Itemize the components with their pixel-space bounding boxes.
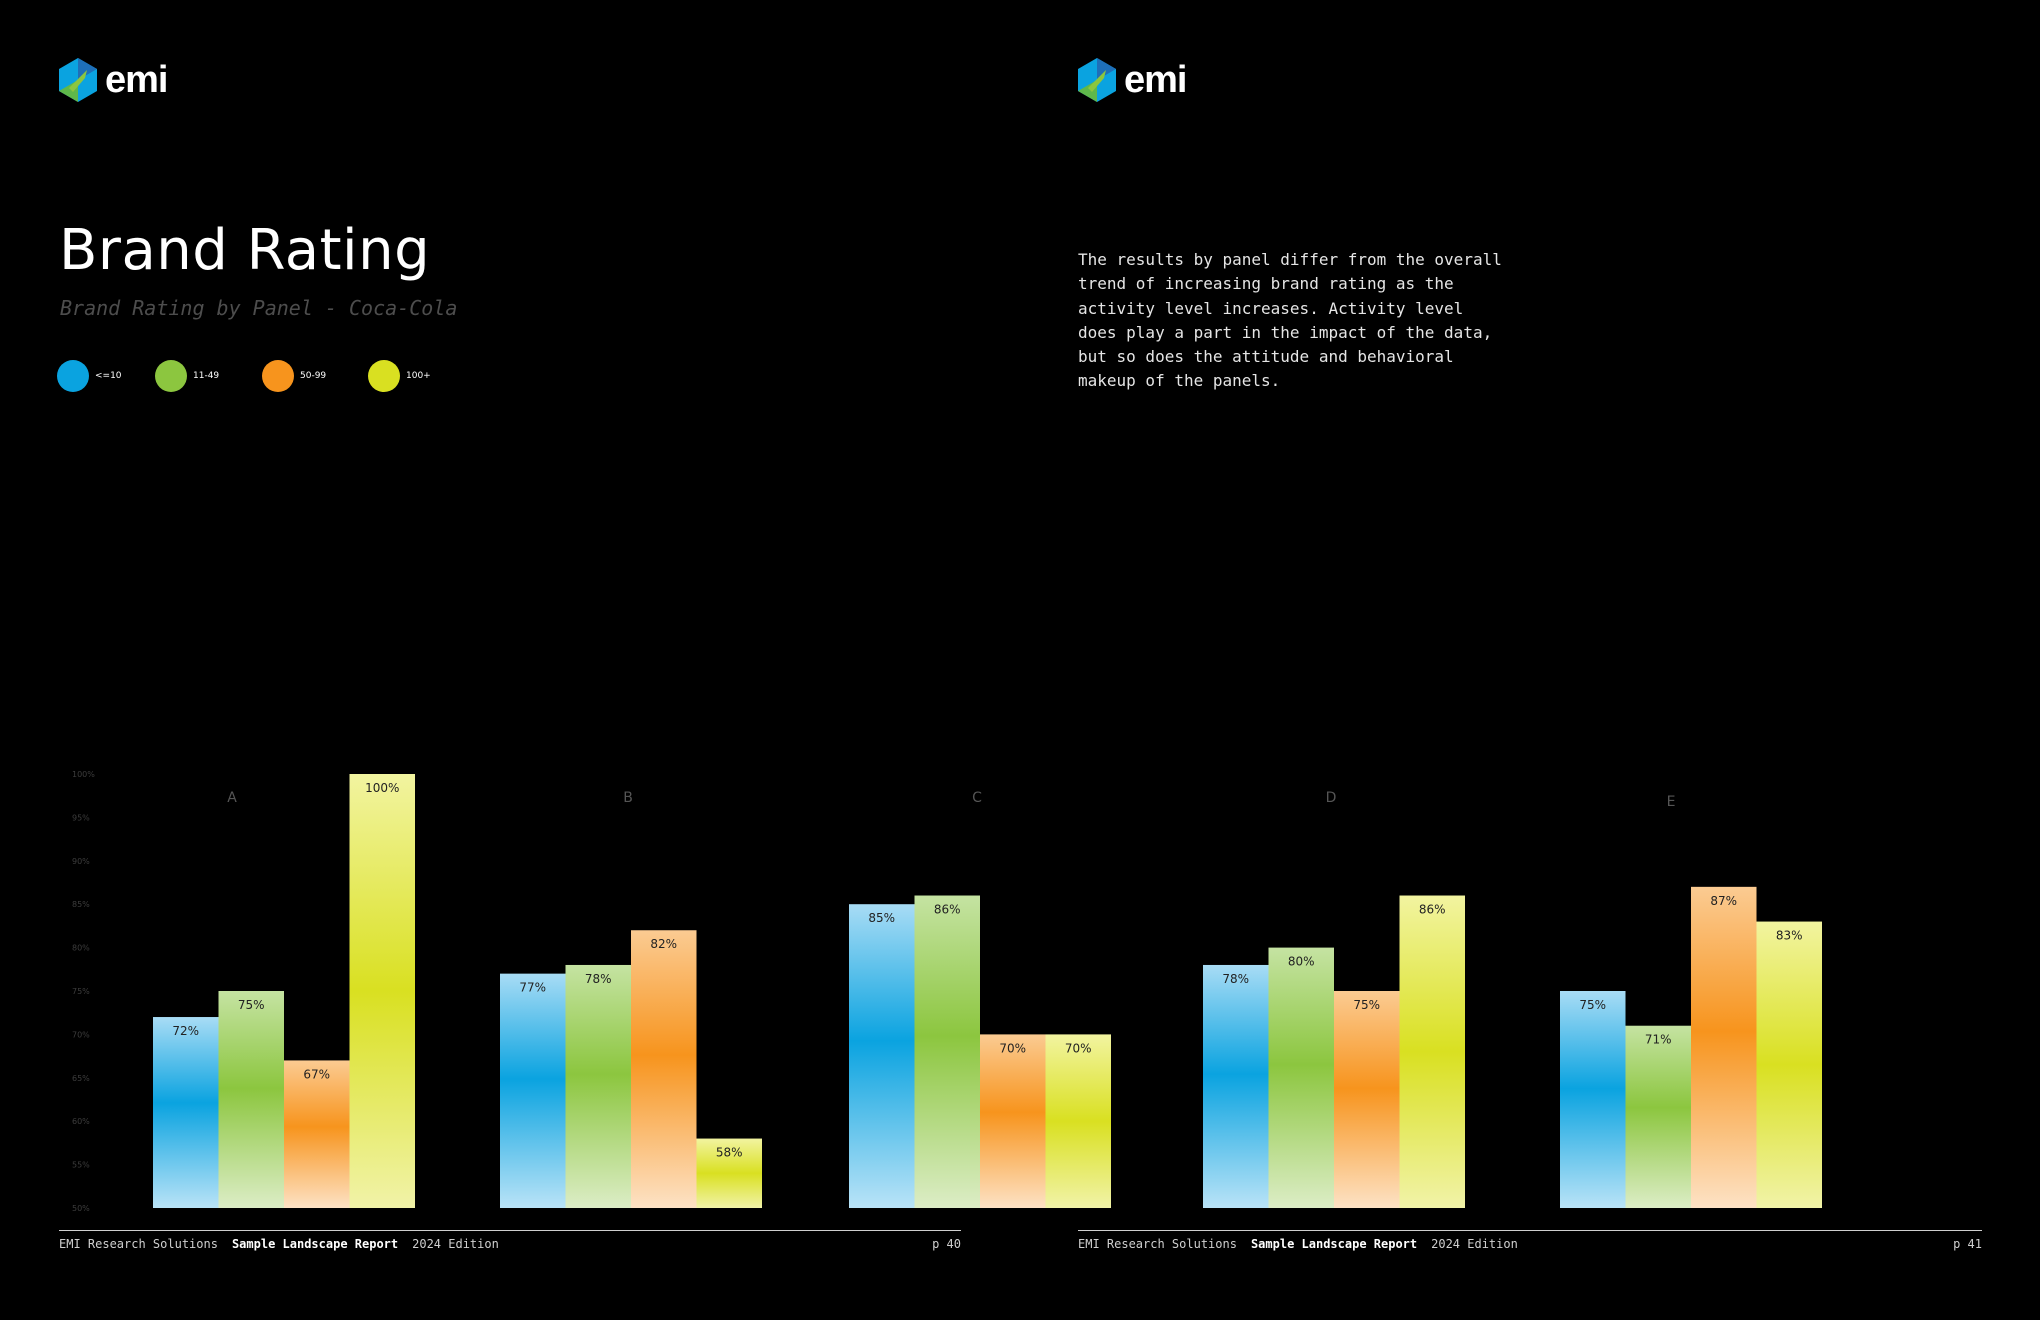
logo-text: emi: [105, 58, 168, 101]
bar-value-label: 86%: [1419, 903, 1446, 917]
bars: [153, 774, 1822, 1208]
bar-value-label: 86%: [934, 903, 961, 917]
footer-right: EMI Research Solutions Sample Landscape R…: [1078, 1237, 1518, 1251]
bar: [1203, 964, 1269, 1208]
bar-value-label: 58%: [716, 1146, 743, 1160]
chart-legend: <=10 11-49 50-99 100+: [57, 360, 477, 392]
footer-report: Sample Landscape Report: [1250, 1237, 1418, 1251]
bar: [284, 1060, 350, 1208]
bar: [1399, 895, 1465, 1208]
category-label: D: [1326, 790, 1337, 806]
bar: [1560, 991, 1626, 1208]
bar: [349, 774, 415, 1208]
page-subtitle: Brand Rating by Panel - Coca-Cola: [60, 296, 458, 320]
legend-label: <=10: [95, 371, 122, 381]
category-labels: A B C D E: [227, 790, 1675, 810]
legend-swatch: [262, 360, 294, 392]
description-text: The results by panel differ from the ove…: [1078, 250, 1502, 391]
category-label: B: [623, 790, 633, 806]
bar: [1268, 947, 1334, 1208]
bar: [849, 904, 915, 1208]
bar: [696, 1138, 762, 1208]
bar-value-label: 78%: [1222, 972, 1249, 986]
y-tick-label: 55%: [72, 1161, 90, 1170]
page-title: Brand Rating: [59, 218, 431, 283]
footer-divider: [59, 1230, 961, 1231]
footer-left: EMI Research Solutions Sample Landscape R…: [59, 1237, 499, 1251]
bar: [914, 895, 980, 1208]
bar: [631, 930, 697, 1208]
bar-value-labels: 72% 75% 67% 100% 77% 78% 82% 58% 85% 86% 70% 70% 78%…: [172, 781, 1802, 1160]
y-axis: 50% 55% 60% 65% 70% 75% 80% 85% 90% 95% 100%: [72, 770, 95, 1213]
bar-value-label: 71%: [1645, 1033, 1672, 1047]
y-tick-label: 90%: [72, 857, 90, 866]
legend-label: 100+: [406, 371, 431, 381]
y-tick-label: 65%: [72, 1074, 90, 1083]
bar-value-label: 100%: [365, 781, 399, 795]
bar-value-label: 75%: [1579, 998, 1606, 1012]
emi-logo-icon: [59, 58, 97, 102]
footer-company: EMI Research Solutions: [1078, 1237, 1237, 1251]
brand-logo-left: emi: [59, 58, 168, 102]
bar-value-label: 75%: [238, 998, 265, 1012]
bar-value-label: 67%: [303, 1067, 330, 1081]
bar: [1756, 921, 1822, 1208]
legend-item: 50-99: [262, 360, 326, 392]
bar-value-label: 70%: [1065, 1041, 1092, 1055]
page-number-left: p 40: [932, 1237, 961, 1251]
bar: [1625, 1025, 1691, 1208]
y-tick-label: 85%: [72, 900, 90, 909]
bar: [1691, 886, 1757, 1208]
bar-value-label: 83%: [1776, 929, 1803, 943]
footer-report: Sample Landscape Report: [231, 1237, 399, 1251]
footer-company: EMI Research Solutions: [59, 1237, 218, 1251]
emi-logo-icon: [1078, 58, 1116, 102]
y-tick-label: 70%: [72, 1030, 90, 1039]
bar-value-label: 77%: [519, 981, 546, 995]
legend-item: 11-49: [155, 360, 219, 392]
page-number-right: p 41: [1953, 1237, 1982, 1251]
bar: [218, 991, 284, 1208]
legend-item: <=10: [57, 360, 122, 392]
y-tick-label: 80%: [72, 944, 90, 953]
y-tick-label: 75%: [72, 987, 90, 996]
bar-value-label: 70%: [999, 1041, 1026, 1055]
bar: [980, 1034, 1046, 1208]
bar-value-label: 78%: [585, 972, 612, 986]
legend-item: 100+: [368, 360, 431, 392]
footer-edition: 2024 Edition: [412, 1237, 499, 1251]
category-label: C: [972, 790, 982, 806]
y-tick-label: 100%: [72, 770, 95, 779]
bar: [1045, 1034, 1111, 1208]
y-tick-label: 95%: [72, 813, 90, 822]
y-tick-label: 50%: [72, 1204, 90, 1213]
bar-value-label: 75%: [1353, 998, 1380, 1012]
footer-divider: [1078, 1230, 1982, 1231]
bar-value-label: 82%: [650, 937, 677, 951]
legend-label: 11-49: [193, 371, 220, 381]
y-tick-label: 60%: [72, 1117, 90, 1126]
footer-edition: 2024 Edition: [1431, 1237, 1518, 1251]
bar: [1334, 991, 1400, 1208]
legend-swatch: [368, 360, 400, 392]
bar: [153, 1017, 219, 1208]
bar-value-label: 87%: [1710, 894, 1737, 908]
bar-value-label: 85%: [868, 911, 895, 925]
category-label: A: [227, 790, 237, 806]
logo-text: emi: [1124, 58, 1187, 101]
legend-swatch: [57, 360, 89, 392]
bar-value-label: 72%: [172, 1024, 199, 1038]
bar: [500, 973, 566, 1208]
legend-swatch: [155, 360, 187, 392]
category-label: E: [1667, 794, 1676, 810]
brand-logo-right: emi: [1078, 58, 1187, 102]
legend-label: 50-99: [300, 371, 327, 381]
bar: [565, 964, 631, 1208]
bar-value-label: 80%: [1288, 955, 1315, 969]
